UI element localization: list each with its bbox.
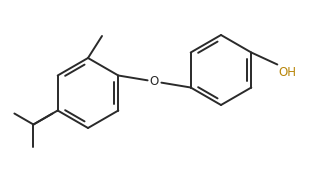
Text: OH: OH bbox=[278, 65, 296, 78]
Text: O: O bbox=[150, 75, 159, 88]
